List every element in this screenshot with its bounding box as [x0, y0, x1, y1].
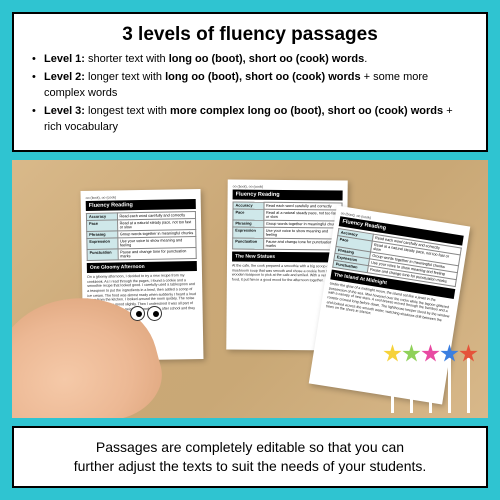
level-item: Level 3: longest text with more complex …: [30, 104, 470, 136]
bottom-info-box: Passages are completely editable so that…: [12, 426, 488, 488]
story-title: One Gloomy Afternoon: [87, 261, 197, 273]
star-wands: [383, 358, 478, 413]
star-icon: [459, 344, 478, 363]
top-title: 3 levels of fluency passages: [30, 24, 470, 46]
level-label: Level 3:: [44, 105, 85, 117]
bottom-text-line: Passages are completely editable so that…: [32, 438, 468, 457]
level-label: Level 1:: [44, 53, 85, 65]
googly-eyes-icon: [130, 306, 162, 321]
rubric-table: AccuracyRead each word carefully and cor…: [232, 201, 342, 250]
level-label: Level 2:: [44, 71, 85, 83]
story-title: The New Statues: [232, 251, 342, 262]
bottom-text-line: further adjust the texts to suit the nee…: [32, 457, 468, 476]
preview-photo: oo (boot), oo (cook) Fluency Reading Acc…: [12, 160, 488, 419]
product-slide: 3 levels of fluency passages Level 1: sh…: [0, 0, 500, 500]
top-info-box: 3 levels of fluency passages Level 1: sh…: [12, 12, 488, 152]
level-item: Level 2: longer text with long oo (boot)…: [30, 70, 470, 102]
rubric-table: AccuracyRead each word carefully and cor…: [86, 211, 197, 261]
level-item: Level 1: shorter text with long oo (boot…: [30, 52, 470, 68]
levels-list: Level 1: shorter text with long oo (boot…: [30, 52, 470, 136]
